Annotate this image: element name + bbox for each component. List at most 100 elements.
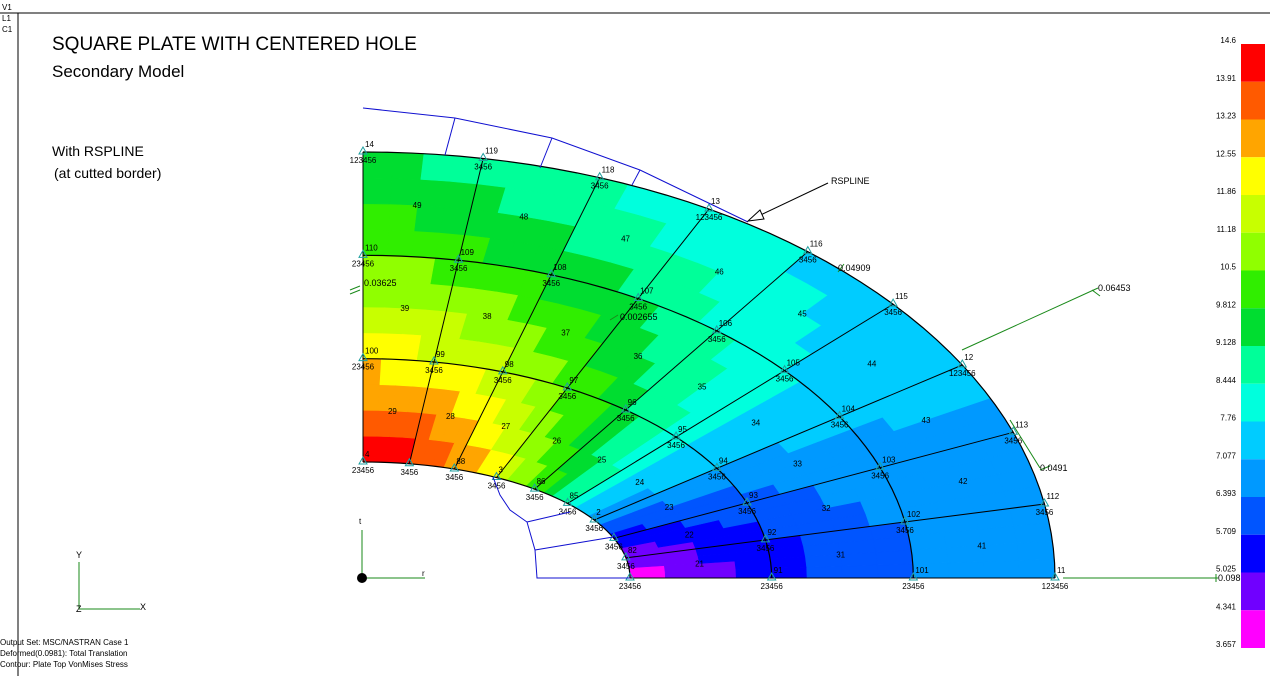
- node-dof: 23456: [352, 363, 375, 372]
- node-id: 110: [365, 243, 378, 252]
- legend-label: 11.18: [1217, 225, 1237, 234]
- node-dof: 3456: [738, 507, 756, 516]
- contour-cell: [408, 257, 435, 284]
- contour-cell: [363, 204, 390, 230]
- rspline-pointer: [748, 183, 828, 221]
- contour-cell: [1017, 541, 1054, 561]
- element-id: 48: [519, 212, 528, 221]
- legend-label: 13.23: [1216, 112, 1237, 121]
- contour-cell: [363, 410, 378, 436]
- node-dof: 3456: [1004, 436, 1022, 445]
- node-dof: 3456: [591, 182, 609, 191]
- node-id: 86: [537, 477, 546, 486]
- legend-label: 6.393: [1216, 489, 1237, 498]
- contour-cell: [877, 564, 913, 578]
- contour-cell: [842, 565, 878, 578]
- triad-label: t: [359, 517, 362, 526]
- node-dof: 3456: [605, 542, 623, 551]
- node-id: 108: [553, 263, 567, 272]
- contour-cell: [911, 548, 948, 564]
- legend-label: 7.76: [1220, 414, 1236, 423]
- footer-line: Contour: Plate Top VonMises Stress: [0, 660, 128, 669]
- element-id: 22: [685, 531, 694, 540]
- node-id: 95: [678, 425, 687, 434]
- node-dof: 3456: [425, 366, 443, 375]
- node-dof: 123456: [696, 213, 723, 222]
- contour-cell: [876, 550, 913, 565]
- node-dof: 3456: [667, 441, 685, 450]
- contour-cell: [701, 570, 737, 578]
- legend-label: 7.077: [1216, 451, 1237, 460]
- node-dof: 3456: [558, 392, 576, 401]
- value-annotation: 0.04909: [838, 263, 871, 273]
- node-id: 4: [365, 450, 370, 459]
- legend-band: [1241, 308, 1265, 346]
- node-id: 12: [964, 353, 973, 362]
- node-dof: 3456: [494, 376, 512, 385]
- node-dof: 3456: [757, 544, 775, 553]
- node-dof: 3456: [896, 526, 914, 535]
- contour-cell: [381, 333, 402, 359]
- node-id: 119: [485, 146, 498, 155]
- node-dof: 3456: [559, 507, 577, 516]
- node-id: 105: [787, 359, 801, 368]
- legend-band: [1241, 610, 1265, 648]
- legend-label: 5.025: [1216, 565, 1237, 574]
- node-dof: 3456: [708, 335, 726, 344]
- contour-cell: [736, 568, 772, 578]
- node-dof: 3456: [629, 303, 647, 312]
- node-dof: 123456: [1042, 582, 1069, 591]
- element-id: 42: [959, 477, 968, 486]
- node-id: 11: [1057, 566, 1066, 575]
- node-dof: 3456: [474, 162, 492, 171]
- element-id: 35: [698, 382, 707, 391]
- value-annotation: 0.002655: [620, 312, 658, 322]
- legend-label: 12.55: [1216, 149, 1237, 158]
- node-dof: 123456: [949, 369, 976, 378]
- legend-label: 13.91: [1216, 74, 1237, 83]
- local-triad: [362, 530, 425, 578]
- node-dof: 3456: [799, 256, 817, 265]
- title: SQUARE PLATE WITH CENTERED HOLE: [52, 34, 417, 55]
- contour-cell: [984, 561, 1020, 578]
- contour-cell: [807, 566, 843, 578]
- legend-label: 14.6: [1220, 36, 1236, 45]
- element-id: 39: [400, 304, 409, 313]
- element-id: 32: [822, 504, 831, 513]
- node-dof: 23456: [761, 582, 784, 591]
- node-id: 102: [907, 510, 921, 519]
- node-dof: 123456: [350, 156, 377, 165]
- contour-cell: [1019, 559, 1055, 578]
- node-dof: 3456: [776, 375, 794, 384]
- element-id: 26: [552, 437, 561, 446]
- legend-label: 9.128: [1216, 338, 1237, 347]
- node-dof: 3456: [884, 308, 902, 317]
- legend-band: [1241, 459, 1265, 497]
- element-id: 31: [836, 550, 845, 559]
- node-dof: 3456: [400, 468, 418, 477]
- element-id: 41: [977, 541, 986, 550]
- value-annotation: 0.06453: [1098, 283, 1131, 293]
- node-dof: 3456: [526, 493, 544, 502]
- legend-band: [1241, 233, 1265, 271]
- node-id: 100: [365, 347, 379, 356]
- legend-band: [1241, 384, 1265, 422]
- node-id: 113: [1015, 420, 1028, 429]
- legend-band: [1241, 44, 1265, 82]
- node-id: 116: [810, 240, 823, 249]
- node-id: 88: [456, 457, 465, 466]
- note: With RSPLINE: [52, 143, 144, 159]
- legend-label: 8.444: [1216, 376, 1237, 385]
- femap-view: V1 L1 C1 SQUARE PLATE WITH CENTERED HOLE…: [0, 0, 1270, 676]
- element-id: 33: [793, 459, 802, 468]
- triad-label: Z: [76, 604, 82, 614]
- node-dof: 23456: [352, 259, 375, 268]
- element-id: 46: [715, 267, 724, 276]
- legend-band: [1241, 497, 1265, 535]
- legend-band: [1241, 535, 1265, 573]
- contour-cell: [982, 543, 1019, 562]
- value-annotation: 0.098: [1218, 573, 1241, 583]
- element-id: 24: [635, 478, 644, 487]
- contour-cell: [363, 385, 379, 411]
- element-id: 21: [695, 559, 704, 568]
